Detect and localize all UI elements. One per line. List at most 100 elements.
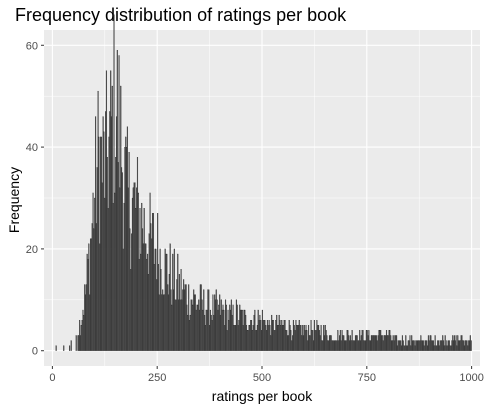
histogram-bar (136, 188, 137, 351)
histogram-bar (309, 335, 310, 350)
histogram-bar (377, 341, 378, 351)
histogram-bar (348, 335, 349, 350)
histogram-bar (293, 320, 294, 351)
histogram-bar (442, 335, 443, 350)
histogram-bar (290, 325, 291, 350)
histogram-bar (127, 127, 128, 351)
histogram-bar (364, 341, 365, 351)
histogram-bar (365, 341, 366, 351)
histogram-bar (120, 86, 121, 351)
y-tick-label: 20 (26, 244, 38, 256)
histogram-bar (78, 335, 79, 350)
histogram-bar (420, 341, 421, 351)
histogram-bar (287, 335, 288, 350)
histogram-bar (185, 285, 186, 351)
histogram-bar (186, 285, 187, 351)
histogram-bar (142, 229, 143, 351)
histogram-bar (414, 341, 415, 351)
histogram-bar (385, 335, 386, 350)
histogram-bar (88, 259, 89, 351)
histogram-bar (282, 325, 283, 350)
histogram-bar (99, 244, 100, 351)
histogram-bar (269, 320, 270, 351)
histogram-bar (257, 325, 258, 350)
histogram-bar (468, 341, 469, 351)
histogram-bar (178, 300, 179, 351)
histogram-bar (350, 335, 351, 350)
histogram-bar (331, 335, 332, 350)
histogram-bar (265, 320, 266, 351)
histogram-bar (130, 229, 131, 351)
x-tick-label: 1000 (459, 372, 483, 384)
histogram-bar (174, 249, 175, 351)
histogram-bar (267, 320, 268, 351)
histogram-bar (111, 117, 112, 351)
histogram-bar (362, 330, 363, 350)
histogram-bar (197, 305, 198, 351)
y-tick-label: 40 (26, 142, 38, 154)
histogram-bar (347, 330, 348, 350)
histogram-bar (140, 254, 141, 351)
histogram-bar (352, 330, 353, 350)
histogram-bar (117, 50, 118, 350)
histogram-bar (446, 341, 447, 351)
histogram-bar (363, 341, 364, 351)
histogram-bar (195, 295, 196, 351)
histogram-bar (98, 91, 99, 351)
histogram-bar (277, 325, 278, 350)
histogram-bar (258, 310, 259, 351)
histogram-bar (453, 341, 454, 351)
histogram-bar (327, 341, 328, 351)
histogram-bar (458, 341, 459, 351)
histogram-bar (374, 335, 375, 350)
histogram-bar (130, 269, 131, 350)
histogram-bar (201, 285, 202, 351)
histogram-bar (166, 254, 167, 351)
histogram-bar (183, 279, 184, 350)
histogram-bar (119, 188, 120, 351)
histogram-bar (184, 290, 185, 351)
histogram-bar (328, 341, 329, 351)
histogram-bar (329, 335, 330, 350)
histogram-bar (244, 310, 245, 351)
histogram-bar (245, 315, 246, 351)
histogram-bar (323, 325, 324, 350)
histogram-bar (339, 335, 340, 350)
histogram-bar (357, 335, 358, 350)
histogram-bar (235, 325, 236, 350)
histogram-bar (211, 315, 212, 351)
histogram-bar (79, 320, 80, 351)
histogram-bar (152, 213, 153, 350)
histogram-bar (320, 335, 321, 350)
histogram-bar (216, 290, 217, 351)
histogram-bar (422, 341, 423, 351)
histogram-bar (217, 300, 218, 351)
histogram-bar (159, 295, 160, 351)
histogram-bar (92, 223, 93, 350)
histogram-bar (104, 198, 105, 351)
histogram-bar (457, 335, 458, 350)
histogram-bar (466, 341, 467, 351)
histogram-bar (262, 310, 263, 351)
histogram-bar (428, 335, 429, 350)
histogram-bar (243, 325, 244, 350)
histogram-bar (104, 132, 105, 351)
histogram-bar (471, 341, 472, 351)
histogram-bar (141, 203, 142, 351)
histogram-bar (419, 341, 420, 351)
histogram-bar (402, 335, 403, 350)
histogram-bar (194, 295, 195, 351)
histogram-bar (432, 341, 433, 351)
histogram-bar (115, 157, 116, 350)
histogram-bar (467, 346, 468, 351)
histogram-bar (275, 330, 276, 350)
histogram-bar (113, 203, 114, 351)
histogram-bar (228, 310, 229, 351)
histogram-bar (241, 310, 242, 351)
histogram-bar (433, 341, 434, 351)
histogram-bar (359, 330, 360, 350)
histogram-bar (176, 279, 177, 350)
histogram-bar (148, 274, 149, 350)
histogram-bar (363, 330, 364, 350)
histogram-bar (289, 320, 290, 351)
